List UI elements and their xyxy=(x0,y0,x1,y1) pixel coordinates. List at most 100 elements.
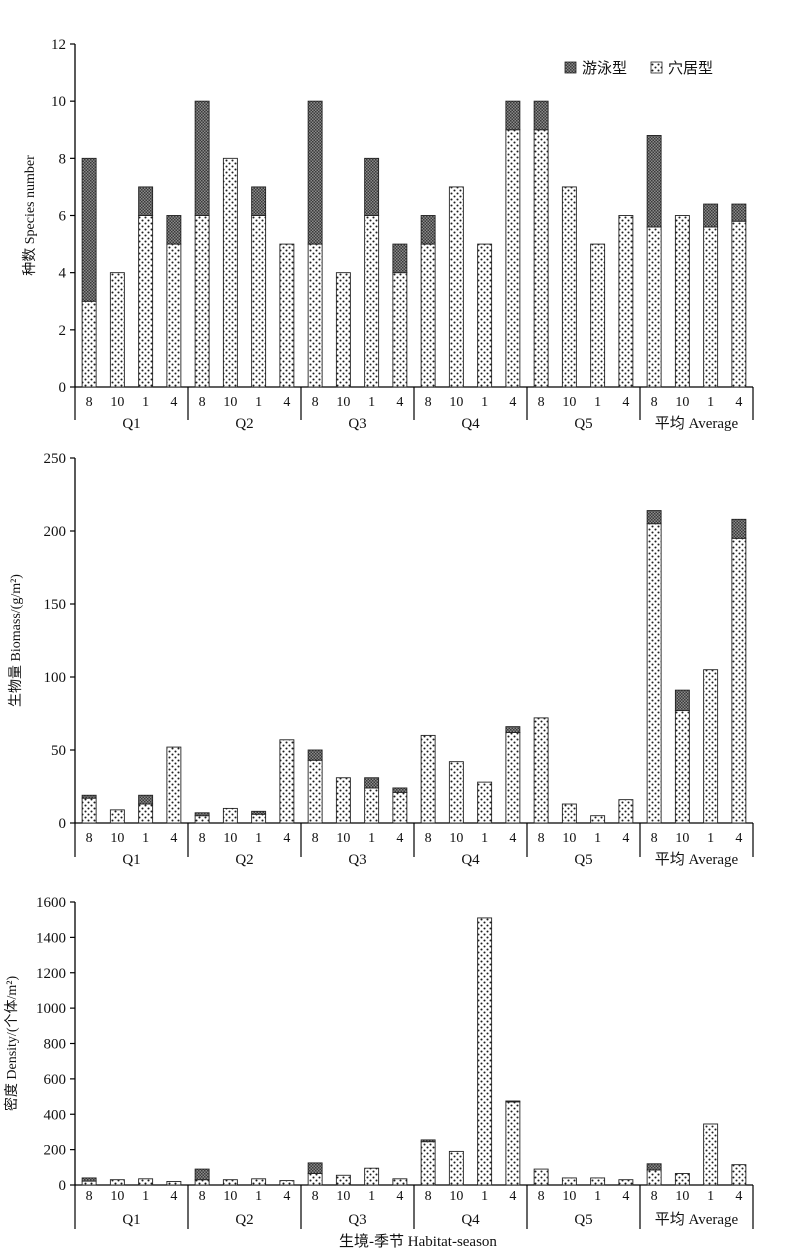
y-tick-label: 8 xyxy=(59,151,67,167)
bar-burrow-Q5-8 xyxy=(533,1168,549,1186)
season-tick-label: 8 xyxy=(199,1189,206,1204)
bar-burrow-Q5-4 xyxy=(618,799,634,824)
y-tick-label: 1000 xyxy=(36,1001,66,1017)
bar-burrow-Q4-1 xyxy=(477,917,493,1186)
season-tick-label: 4 xyxy=(396,395,403,410)
bar-swim-Q3-1 xyxy=(364,157,380,216)
bar-burrow-Q4-10 xyxy=(448,186,464,388)
season-tick-label: 10 xyxy=(562,395,576,410)
bar-burrow-Q2-10 xyxy=(222,807,238,824)
group-label: 平均 Average xyxy=(655,1211,739,1228)
bar-burrow-平均 Average-10 xyxy=(674,1173,690,1186)
season-tick-label: 1 xyxy=(594,1189,601,1204)
season-tick-label: 8 xyxy=(86,831,93,846)
bar-burrow-Q1-10 xyxy=(109,272,125,388)
bar-burrow-平均 Average-10 xyxy=(674,215,690,388)
bar-burrow-平均 Average-4 xyxy=(731,1164,747,1186)
biomass-panel: 0 50 100 150 200 250 生物量 Biomass/(g/m²) 8 10 1 4 8 1… xyxy=(8,451,754,868)
bar-burrow-Q4-4 xyxy=(505,129,521,388)
season-tick-label: 1 xyxy=(255,395,262,410)
legend-burrow-label: 穴居型 xyxy=(668,60,713,77)
bar-swim-Q3-8 xyxy=(307,100,323,245)
bar-burrow-Q2-1 xyxy=(251,1178,267,1186)
season-tick-label: 10 xyxy=(110,395,124,410)
bar-swim-平均 Average-8 xyxy=(646,135,662,228)
bar-burrow-Q4-1 xyxy=(477,243,493,388)
season-tick-label: 8 xyxy=(651,395,658,410)
y-tick-label: 0 xyxy=(59,1178,67,1194)
season-tick-label: 10 xyxy=(449,395,463,410)
bar-burrow-Q1-4 xyxy=(166,1181,182,1186)
bar-burrow-Q3-1 xyxy=(364,215,380,388)
species-number-panel: 0 2 4 6 8 10 12 种数 Species number 8 10 1 4 8 10 1 4 8 10 1… xyxy=(22,37,754,432)
bar-burrow-Q1-4 xyxy=(166,243,182,388)
bar-burrow-Q4-10 xyxy=(448,761,464,824)
season-tick-label: 1 xyxy=(594,395,601,410)
season-tick-label: 8 xyxy=(199,831,206,846)
season-tick-label: 4 xyxy=(622,1189,629,1204)
bar-swim-Q1-4 xyxy=(166,215,182,245)
season-tick-label: 8 xyxy=(651,831,658,846)
bar-swim-Q4-4 xyxy=(505,1100,521,1103)
bar-swim-Q1-8 xyxy=(81,157,97,302)
bar-swim-Q3-1 xyxy=(364,777,380,789)
y-tick-label: 1600 xyxy=(36,895,66,911)
group-label: Q2 xyxy=(235,852,253,868)
bar-swim-平均 Average-10 xyxy=(674,689,690,712)
season-tick-label: 8 xyxy=(651,1189,658,1204)
bar-burrow-Q5-1 xyxy=(590,815,606,824)
season-tick-label: 1 xyxy=(707,831,714,846)
season-tick-label: 4 xyxy=(283,395,290,410)
group-label: Q4 xyxy=(461,852,480,868)
bar-burrow-Q3-8 xyxy=(307,243,323,388)
season-tick-label: 1 xyxy=(255,831,262,846)
y-tick-label: 200 xyxy=(44,1143,67,1159)
season-tick-label: 1 xyxy=(142,1189,149,1204)
y-tick-label: 1400 xyxy=(36,930,66,946)
season-tick-label: 1 xyxy=(368,1189,375,1204)
bar-burrow-Q4-8 xyxy=(420,1141,436,1186)
bar-burrow-Q3-1 xyxy=(364,1167,380,1186)
bar-burrow-平均 Average-1 xyxy=(703,669,719,824)
bar-burrow-Q4-4 xyxy=(505,1101,521,1186)
season-tick-label: 8 xyxy=(425,1189,432,1204)
bar-burrow-Q5-4 xyxy=(618,1179,634,1186)
bar-burrow-平均 Average-1 xyxy=(703,226,719,388)
bar-swim-Q2-1 xyxy=(251,186,267,216)
y-tick-label: 600 xyxy=(44,1072,67,1088)
season-tick-label: 8 xyxy=(312,831,319,846)
bar-burrow-平均 Average-8 xyxy=(646,1169,662,1186)
bar-burrow-Q1-8 xyxy=(81,797,97,824)
season-tick-label: 8 xyxy=(425,831,432,846)
season-tick-label: 10 xyxy=(675,831,689,846)
bar-burrow-Q3-4 xyxy=(392,1178,408,1186)
season-tick-label: 1 xyxy=(707,395,714,410)
season-tick-label: 10 xyxy=(223,831,237,846)
season-tick-label: 8 xyxy=(86,395,93,410)
bar-swim-Q4-4 xyxy=(505,726,521,733)
bar-burrow-平均 Average-8 xyxy=(646,226,662,388)
bar-burrow-平均 Average-4 xyxy=(731,537,747,824)
y-tick-label: 50 xyxy=(51,743,66,759)
group-label: Q2 xyxy=(235,1212,253,1228)
bar-swim-Q1-1 xyxy=(138,186,154,216)
bar-burrow-Q1-1 xyxy=(138,1178,154,1186)
bar-burrow-Q3-10 xyxy=(335,272,351,388)
season-tick-label: 4 xyxy=(283,831,290,846)
legend: 游泳型 穴居型 xyxy=(564,60,713,77)
season-tick-label: 4 xyxy=(509,395,516,410)
group-label: Q5 xyxy=(574,1212,592,1228)
bar-swim-Q2-8 xyxy=(194,100,210,216)
season-tick-label: 4 xyxy=(735,831,742,846)
bar-burrow-Q3-1 xyxy=(364,787,380,824)
bar-burrow-Q4-10 xyxy=(448,1150,464,1186)
season-tick-label: 4 xyxy=(170,831,177,846)
y-tick-label: 12 xyxy=(51,37,66,53)
season-tick-label: 4 xyxy=(396,831,403,846)
bar-burrow-Q1-1 xyxy=(138,803,154,824)
bar-swim-Q1-1 xyxy=(138,794,154,805)
season-tick-label: 10 xyxy=(449,831,463,846)
season-tick-label: 1 xyxy=(368,395,375,410)
bar-burrow-Q3-8 xyxy=(307,1173,323,1186)
